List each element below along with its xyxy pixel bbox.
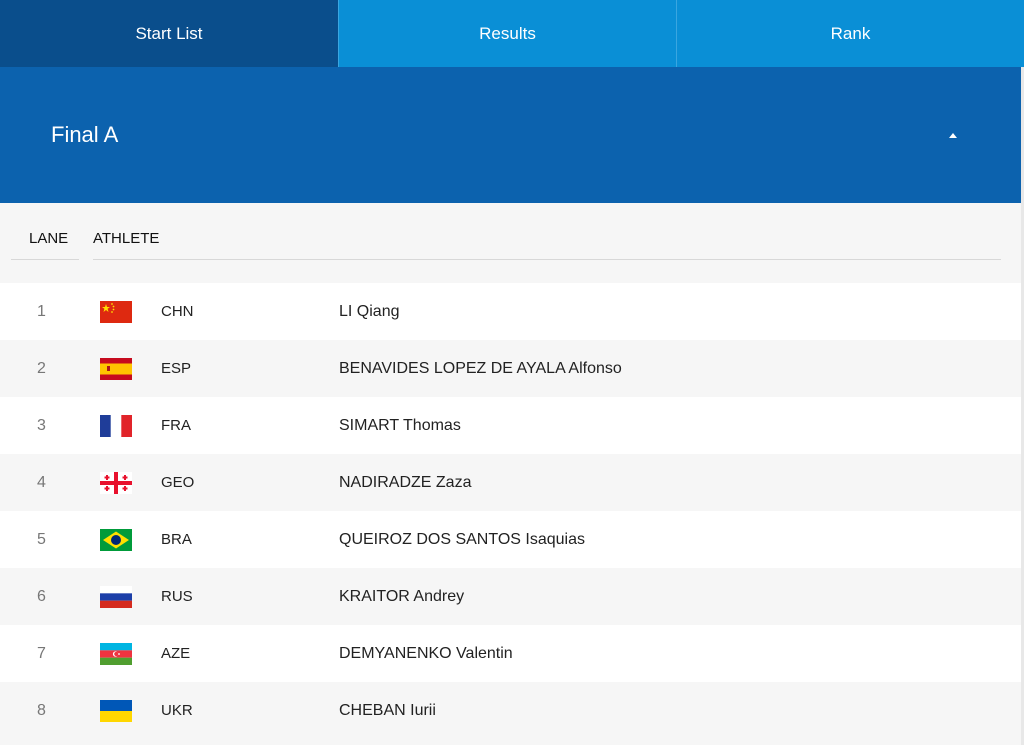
table-row[interactable]: 5 BRA QUEIROZ DOS SANTOS Isaquias xyxy=(0,511,1021,568)
event-title: Final A xyxy=(51,122,119,147)
lane-number: 6 xyxy=(37,587,46,605)
athlete-name[interactable]: QUEIROZ DOS SANTOS Isaquias xyxy=(339,530,585,548)
country-code: GEO xyxy=(161,474,195,491)
lane-number: 8 xyxy=(37,701,46,719)
column-header-athlete: ATHLETE xyxy=(93,230,160,247)
flag-chn-icon xyxy=(100,283,132,340)
flag-aze-icon xyxy=(100,625,132,682)
table-row[interactable]: 7 AZE DEMYANENKO Valentin xyxy=(0,625,1021,682)
flag-fra-icon xyxy=(100,397,132,454)
lane-number: 7 xyxy=(37,644,46,662)
column-header-lane: LANE xyxy=(29,230,69,247)
scrollbar[interactable] xyxy=(1021,67,1024,745)
table-row[interactable]: 8 UKR CHEBAN Iurii xyxy=(0,682,1021,739)
lane-number: 5 xyxy=(37,530,46,548)
lane-number: 3 xyxy=(37,416,46,434)
athlete-name[interactable]: CHEBAN Iurii xyxy=(339,701,436,719)
athlete-name[interactable]: LI Qiang xyxy=(339,302,400,320)
triangle-up-icon[interactable] xyxy=(949,132,957,138)
flag-bra-icon xyxy=(100,511,132,568)
athlete-name[interactable]: KRAITOR Andrey xyxy=(339,587,465,605)
table-row[interactable]: 3 FRA SIMART Thomas xyxy=(0,397,1021,454)
table-row[interactable]: 1 CHN LI Qiang xyxy=(0,283,1021,340)
tab-start-list[interactable]: Start List xyxy=(0,0,338,67)
country-code: RUS xyxy=(161,588,193,605)
divider xyxy=(11,259,79,260)
lane-number: 4 xyxy=(37,473,46,491)
divider xyxy=(93,259,1001,260)
tab-bar: Start List Results Rank xyxy=(0,0,1024,67)
table-row[interactable]: 4 GEO NADIRADZE Zaza xyxy=(0,454,1021,511)
country-code: UKR xyxy=(161,702,193,719)
tab-rank[interactable]: Rank xyxy=(676,0,1024,67)
table-row[interactable]: 6 RUS KRAITOR Andrey xyxy=(0,568,1021,625)
country-code: BRA xyxy=(161,531,192,548)
flag-geo-icon xyxy=(100,454,132,511)
event-header[interactable]: Final A xyxy=(0,67,1021,203)
athlete-name[interactable]: SIMART Thomas xyxy=(339,416,461,434)
flag-esp-icon xyxy=(100,340,132,397)
flag-rus-icon xyxy=(100,568,132,625)
start-list-table: LANE ATHLETE 1 CHN LI Qiang 2 ESP BENAVI… xyxy=(0,203,1021,745)
lane-number: 1 xyxy=(37,302,46,320)
country-code: FRA xyxy=(161,417,191,434)
tab-results[interactable]: Results xyxy=(338,0,676,67)
country-code: AZE xyxy=(161,645,191,662)
table-header: LANE ATHLETE xyxy=(0,203,1021,283)
flag-ukr-icon xyxy=(100,682,132,739)
lane-number: 2 xyxy=(37,359,46,377)
country-code: ESP xyxy=(161,360,192,377)
athlete-name[interactable]: DEMYANENKO Valentin xyxy=(339,644,513,662)
athlete-name[interactable]: BENAVIDES LOPEZ DE AYALA Alfonso xyxy=(339,359,622,377)
country-code: CHN xyxy=(161,303,194,320)
athlete-name[interactable]: NADIRADZE Zaza xyxy=(339,473,472,491)
table-row[interactable]: 2 ESP BENAVIDES LOPEZ DE AYALA Alfonso xyxy=(0,340,1021,397)
